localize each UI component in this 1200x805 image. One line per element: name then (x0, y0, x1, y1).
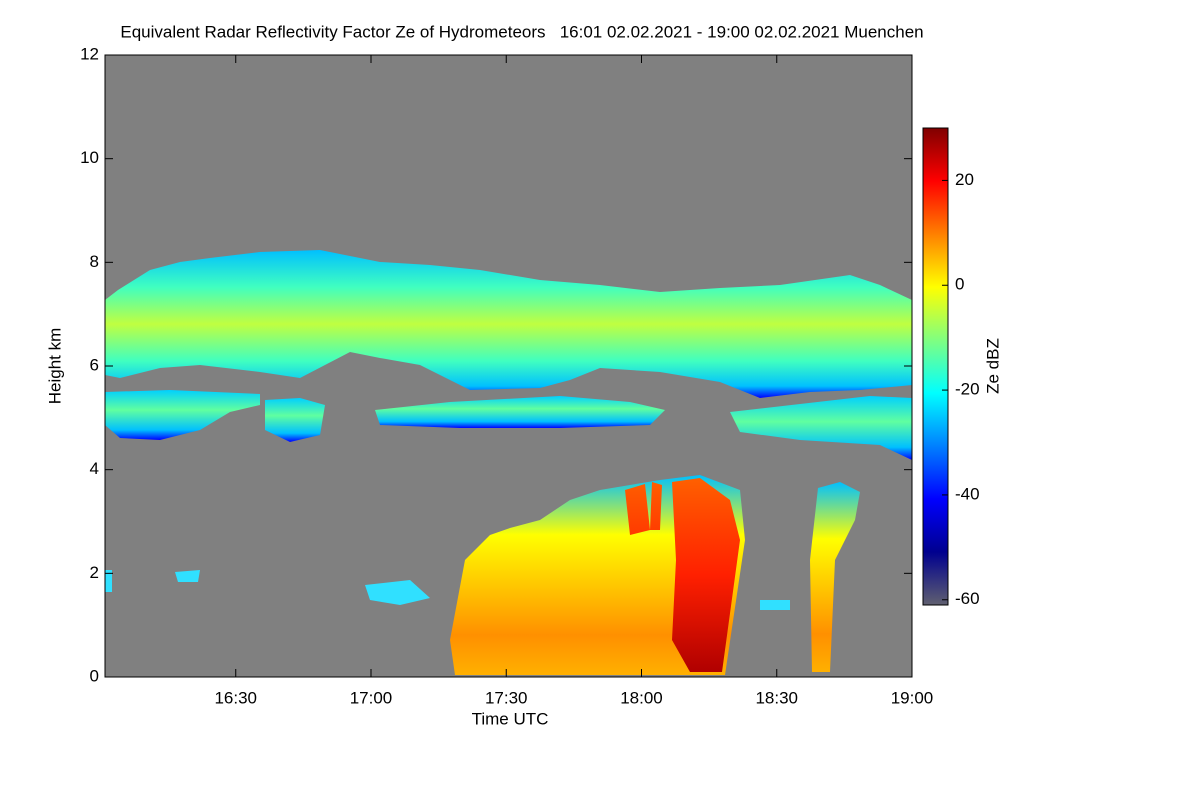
x-tick-label: 16:30 (214, 688, 257, 707)
mid-layer (730, 396, 912, 460)
y-tick-label: 4 (90, 459, 99, 478)
colorbar-tick-label: 20 (955, 170, 974, 189)
radar-field (105, 250, 912, 675)
x-tick-label: 19:00 (891, 688, 934, 707)
mid-layer (375, 396, 665, 428)
y-tick-label: 0 (90, 666, 99, 685)
x-tick-label: 17:30 (485, 688, 528, 707)
colorbar-tick-label: -40 (955, 484, 980, 503)
convection (450, 475, 745, 675)
x-tick-label: 18:00 (620, 688, 663, 707)
convection-core (625, 478, 740, 672)
y-tick-label: 2 (90, 563, 99, 582)
x-tick-label: 17:00 (350, 688, 393, 707)
y-tick-label: 8 (90, 252, 99, 271)
x-axis-label: Time UTC (472, 709, 549, 728)
colorbar (922, 127, 949, 606)
colorbar-tick-label: 0 (955, 275, 964, 294)
x-tick-label: 18:30 (755, 688, 798, 707)
y-axis-label: Height km (45, 328, 64, 405)
colorbar-label: Ze dBZ (983, 338, 1002, 394)
chart-title: Equivalent Radar Reflectivity Factor Ze … (120, 22, 923, 41)
y-tick-label: 6 (90, 355, 99, 374)
y-tick-label: 10 (80, 148, 99, 167)
mid-layer (105, 390, 260, 440)
colorbar-tick-label: -60 (955, 589, 980, 608)
y-tick-label: 12 (80, 44, 99, 63)
mid-layer (265, 398, 325, 442)
colorbar-tick-label: -20 (955, 380, 980, 399)
upper-cloud (105, 250, 912, 398)
convection (810, 482, 860, 672)
